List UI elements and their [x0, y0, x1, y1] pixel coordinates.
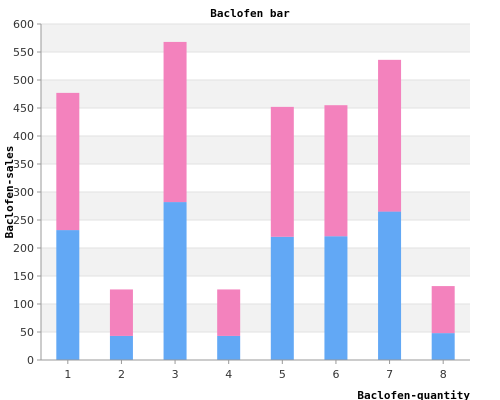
y-tick-label: 350	[13, 158, 34, 171]
grid-band	[41, 304, 470, 332]
bar-segment-1	[324, 236, 348, 360]
bar-segment-2	[56, 92, 80, 231]
bar-segment-1	[378, 211, 402, 360]
x-tick-label: 6	[332, 368, 339, 381]
x-tick-label: 2	[118, 368, 125, 381]
y-tick-label: 550	[13, 46, 34, 59]
y-tick-label: 600	[13, 18, 34, 31]
bar-segment-2	[217, 289, 241, 336]
bar-segment-1	[270, 236, 294, 360]
grid-band	[41, 220, 470, 248]
bar-segment-1	[109, 335, 133, 360]
bar-segment-2	[109, 289, 133, 336]
grid-band	[41, 332, 470, 360]
y-tick-label: 200	[13, 242, 34, 255]
grid-band	[41, 164, 470, 192]
x-tick-label: 8	[440, 368, 447, 381]
y-tick-label: 400	[13, 130, 34, 143]
bar-segment-2	[163, 41, 187, 203]
bar-segment-2	[270, 106, 294, 237]
y-tick-labels: 0 50 100 150 200 250 300 350 400 450 500 550 600	[13, 18, 34, 367]
grid-band	[41, 52, 470, 80]
x-tick-label: 5	[279, 368, 286, 381]
grid-band	[41, 108, 470, 136]
grid-band	[41, 276, 470, 304]
bar-segment-1	[56, 230, 80, 360]
x-tick-labels: 1 2 3 4 5 6 7 8	[64, 360, 447, 381]
bar-segment-1	[431, 333, 455, 360]
bar-segment-2	[324, 105, 348, 237]
y-tick-label: 50	[20, 326, 34, 339]
bar-segment-1	[163, 202, 187, 360]
y-tick-label: 0	[27, 354, 34, 367]
y-tick-label: 500	[13, 74, 34, 87]
bar-segment-2	[378, 59, 402, 212]
grid-band	[41, 192, 470, 220]
grid-band	[41, 80, 470, 108]
x-tick-label: 4	[225, 368, 232, 381]
x-axis-label: Baclofen-quantity	[357, 389, 470, 400]
grid-band	[41, 248, 470, 276]
y-tick-label: 300	[13, 186, 34, 199]
chart-title: Baclofen bar	[210, 7, 290, 20]
y-tick-label: 100	[13, 298, 34, 311]
x-tick-label: 3	[172, 368, 179, 381]
x-tick-label: 1	[64, 368, 71, 381]
y-tick-label: 450	[13, 102, 34, 115]
grid-band	[41, 24, 470, 52]
y-tick-label: 150	[13, 270, 34, 283]
bar-segment-2	[431, 286, 455, 334]
y-tick-label: 250	[13, 214, 34, 227]
bars	[56, 41, 455, 360]
bar-segment-1	[217, 335, 241, 360]
x-tick-label: 7	[386, 368, 393, 381]
y-axis-label: Baclofen-sales	[3, 146, 16, 239]
grid-band	[41, 136, 470, 164]
